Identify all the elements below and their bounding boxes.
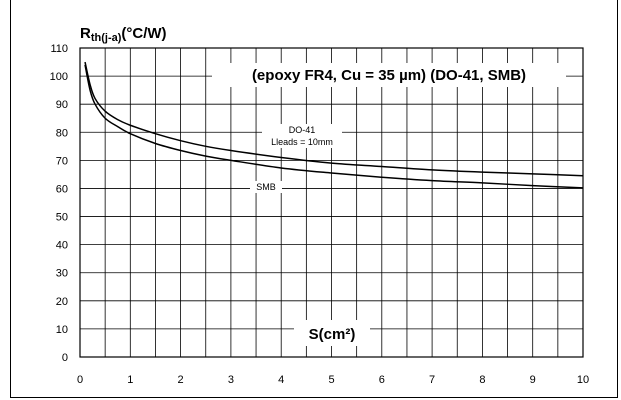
x-tick-label: 1 (127, 374, 133, 386)
y-tick-label: 70 (56, 155, 68, 167)
y-tick-label: 40 (56, 240, 68, 252)
x-tick-label: 6 (379, 374, 385, 386)
x-tick-label: 8 (479, 374, 485, 386)
x-tick-label: 0 (77, 374, 83, 386)
do41-label-background (262, 124, 342, 148)
x-tick-label: 9 (530, 374, 536, 386)
axes (79, 47, 584, 358)
x-tick-label: 2 (178, 374, 184, 386)
series-line-do-41 (84, 61, 584, 177)
y-axis-label: Rth(j-a)(°C/W) (80, 25, 167, 44)
y-tick-label: 90 (56, 99, 68, 111)
x-tick-label: 4 (278, 374, 284, 386)
do41-series-label: DO-41 (289, 125, 316, 135)
chart-frame (10, 0, 618, 398)
y-tick-label: 10 (56, 324, 68, 336)
x-tick-label: 5 (328, 374, 334, 386)
y-tick-label: 30 (56, 268, 68, 280)
series-lines (84, 61, 584, 189)
series-line-smb (84, 64, 584, 189)
y-tick-label: 110 (50, 43, 68, 55)
x-axis-label: S(cm²) (309, 326, 356, 343)
xlabel-background (294, 320, 370, 346)
y-tick-label: 50 (56, 212, 68, 224)
y-tick-label: 60 (56, 183, 68, 195)
plot-border (79, 47, 584, 358)
y-tick-label: 80 (56, 127, 68, 139)
y-tick-label: 0 (62, 352, 68, 364)
smb-label-background (250, 181, 282, 193)
y-tick-label: 100 (50, 71, 68, 83)
smb-series-label: SMB (256, 182, 276, 192)
x-tick-label: 7 (429, 374, 435, 386)
conditions-annotation: (epoxy FR4, Cu = 35 µm) (DO-41, SMB) (252, 67, 526, 84)
do41-leads-label: Lleads = 10mm (271, 137, 333, 147)
y-tick-label: 20 (56, 296, 68, 308)
annotation-background (212, 63, 566, 87)
grid (80, 47, 583, 357)
x-tick-label: 10 (577, 374, 589, 386)
x-tick-label: 3 (228, 374, 234, 386)
